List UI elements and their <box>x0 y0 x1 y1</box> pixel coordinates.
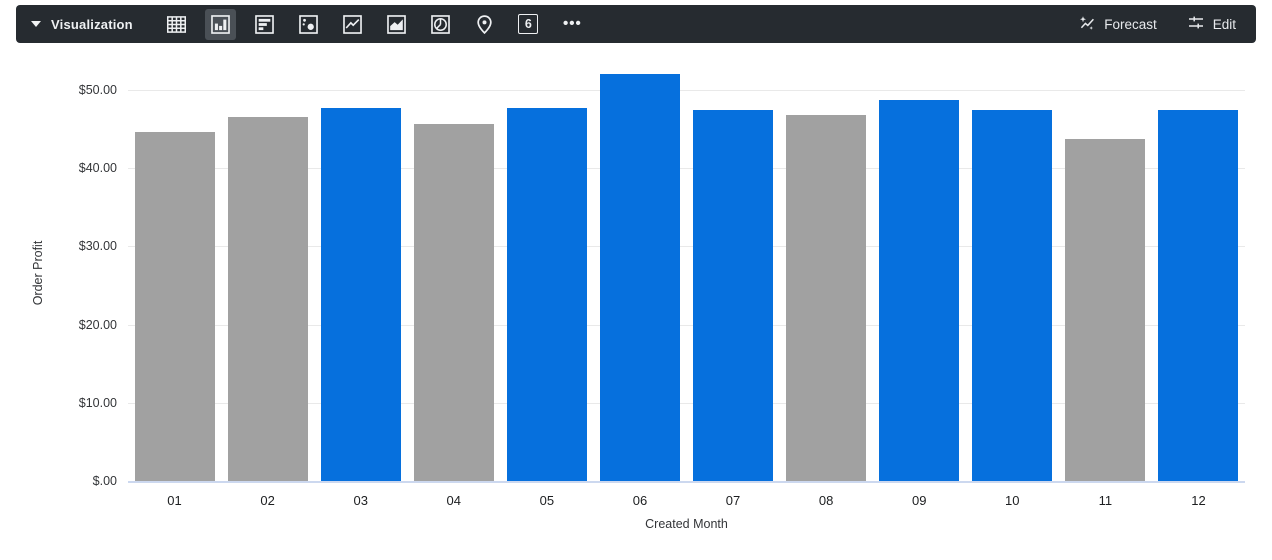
ellipsis-icon: ••• <box>562 15 582 32</box>
x-tick-label: 11 <box>1098 493 1113 508</box>
map-viz-button[interactable] <box>469 9 500 40</box>
column-chart-viz-button[interactable] <box>204 8 236 40</box>
x-tick-label: 03 <box>353 493 368 508</box>
x-tick-label: 04 <box>446 493 462 508</box>
line-chart-icon <box>342 14 363 35</box>
y-tick-label: $20.00 <box>78 317 117 332</box>
gridline <box>128 168 1245 170</box>
forecast-label: Forecast <box>1104 16 1157 32</box>
y-tick-label: $30.00 <box>78 239 117 254</box>
bar-month-06[interactable] <box>599 73 680 481</box>
viz-type-picker: 6 ••• <box>161 8 588 40</box>
bar-month-01[interactable] <box>134 132 215 481</box>
x-tick-label: 08 <box>818 493 834 508</box>
bar-month-05[interactable] <box>506 107 587 481</box>
bar-month-09[interactable] <box>879 100 960 481</box>
bar-month-08[interactable] <box>786 115 867 481</box>
gridline <box>128 90 1245 91</box>
area-chart-viz-button[interactable] <box>381 9 412 40</box>
y-tick-label: $50.00 <box>78 83 117 97</box>
y-tick-label: $10.00 <box>78 395 117 410</box>
gridline <box>128 324 1245 326</box>
more-viz-types-button[interactable]: ••• <box>557 9 588 40</box>
visualization-section-label: Visualization <box>51 16 133 32</box>
scatter-plot-viz-button[interactable] <box>293 9 324 40</box>
visualization-toolbar: Visualization <box>16 5 1256 43</box>
y-tick-label: $.00 <box>92 474 117 488</box>
area-chart-icon <box>386 14 407 35</box>
bar-chart-icon <box>254 14 275 35</box>
single-value-viz-button[interactable]: 6 <box>513 9 544 40</box>
x-tick-label: 12 <box>1191 493 1206 508</box>
visualization-section-toggle[interactable]: Visualization <box>16 17 133 32</box>
bar-month-10[interactable] <box>972 110 1053 481</box>
x-tick-label: 09 <box>911 493 927 508</box>
gridline <box>128 402 1245 404</box>
gridline <box>128 246 1245 248</box>
x-tick-label: 07 <box>725 493 741 508</box>
line-chart-viz-button[interactable] <box>337 9 368 40</box>
x-tick-label: 02 <box>260 493 275 508</box>
bar-month-03[interactable] <box>320 107 401 481</box>
pie-chart-viz-button[interactable] <box>425 9 456 40</box>
y-tick-label: $40.00 <box>78 161 117 176</box>
x-tick-label: 05 <box>539 493 555 508</box>
scatter-plot-icon <box>298 14 319 35</box>
x-tick-label: 01 <box>167 493 182 508</box>
table-icon <box>166 14 187 35</box>
edit-label: Edit <box>1212 16 1236 32</box>
column-chart-icon <box>210 14 231 35</box>
x-axis-line <box>128 481 1245 483</box>
bar-month-07[interactable] <box>693 110 774 481</box>
column-chart: Order Profit Created Month $.00 $10.00 $20… <box>0 45 1272 560</box>
edit-button[interactable]: Edit <box>1187 14 1236 35</box>
x-tick-label: 10 <box>1005 493 1020 508</box>
collapse-caret-icon <box>31 21 41 27</box>
forecast-button[interactable]: Forecast <box>1078 14 1157 35</box>
x-tick-label: 06 <box>632 493 648 508</box>
single-value-icon: 6 <box>518 14 539 34</box>
table-viz-button[interactable] <box>161 9 192 40</box>
bar-chart-viz-button[interactable] <box>249 9 280 40</box>
bar-month-04[interactable] <box>413 123 494 481</box>
bar-month-11[interactable] <box>1065 139 1146 481</box>
forecast-icon <box>1078 14 1096 35</box>
bar-month-02[interactable] <box>227 116 308 481</box>
bar-month-12[interactable] <box>1158 110 1239 481</box>
toolbar-actions: Forecast Edit <box>1078 14 1256 35</box>
pie-chart-icon <box>430 14 451 35</box>
x-axis-title: Created Month <box>645 517 728 531</box>
edit-settings-icon <box>1187 14 1205 35</box>
map-pin-icon <box>474 14 495 35</box>
